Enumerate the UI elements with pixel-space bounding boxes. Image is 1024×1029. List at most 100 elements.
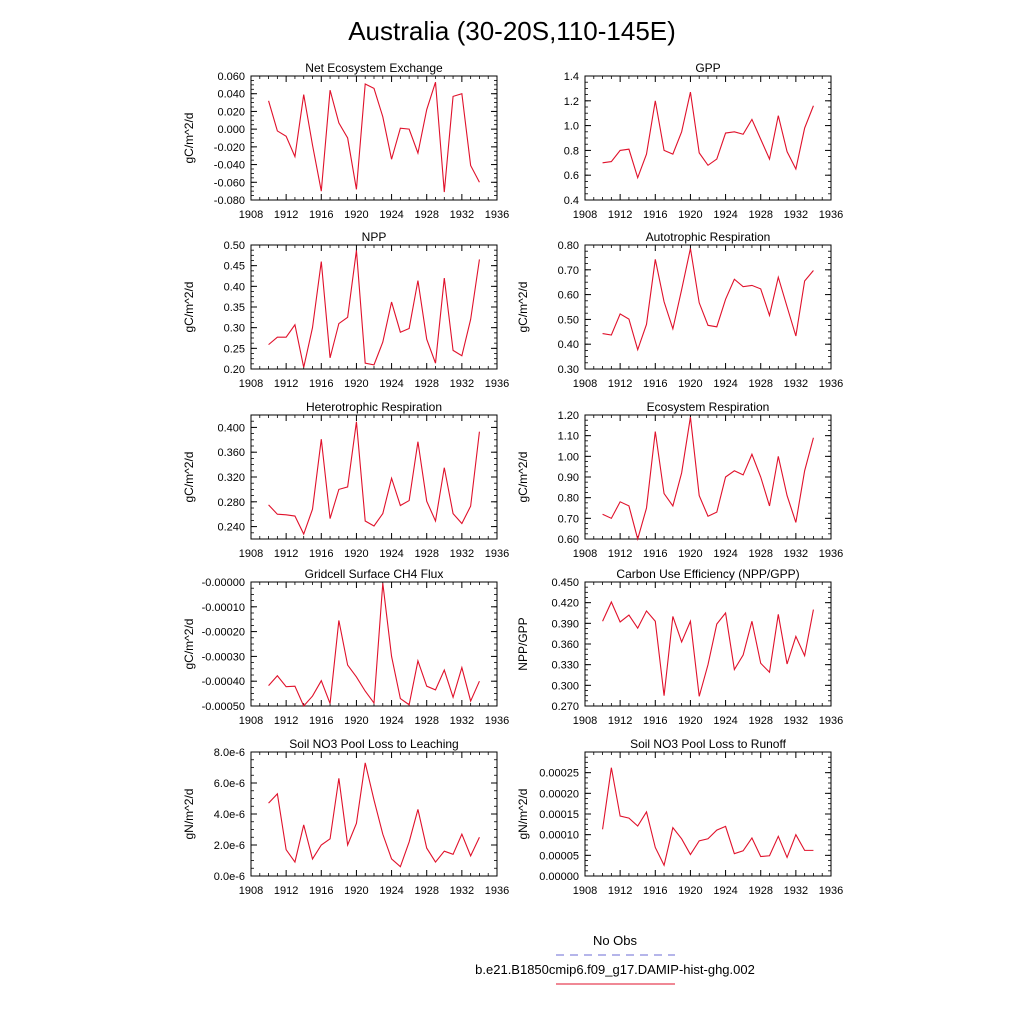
- panel-title: NPP: [362, 230, 387, 244]
- y-tick-label: 0.420: [551, 598, 579, 610]
- x-tick-label: 1912: [274, 548, 298, 560]
- x-tick-label: 1920: [344, 548, 368, 560]
- x-tick-label: 1908: [573, 885, 597, 897]
- y-axis-label: gC/m^2/d: [516, 282, 530, 333]
- y-tick-label: 0.450: [551, 577, 579, 589]
- x-tick-label: 1912: [608, 209, 632, 221]
- x-tick-label: 1916: [643, 378, 667, 390]
- x-tick-label: 1924: [713, 209, 737, 221]
- y-tick-label: 0.00025: [539, 768, 579, 780]
- series-line: [602, 416, 814, 542]
- x-tick-label: 1928: [748, 548, 772, 560]
- x-tick-label: 1936: [819, 548, 843, 560]
- series-line: [602, 92, 814, 180]
- y-tick-label: 0.00005: [539, 850, 579, 862]
- y-tick-label: 0.4: [564, 195, 579, 207]
- x-tick-label: 1908: [239, 548, 263, 560]
- x-tick-label: 1908: [573, 378, 597, 390]
- x-tick-label: 1908: [239, 715, 263, 727]
- y-axis-label: NPP/GPP: [516, 617, 530, 670]
- x-tick-label: 1928: [748, 885, 772, 897]
- y-axis-label: gC/m^2/d: [516, 452, 530, 503]
- panel-soil-no3-pool-loss-to-runoff: Soil NO3 Pool Loss to Runoff 1908 1912 1916…: [516, 737, 843, 897]
- y-tick-label: 0.270: [551, 701, 579, 713]
- plot-frame: [250, 414, 498, 540]
- x-tick-label: 1912: [274, 378, 298, 390]
- x-tick-label: 1936: [485, 548, 509, 560]
- x-tick-label: 1928: [414, 715, 438, 727]
- y-axis-label: gN/m^2/d: [516, 789, 530, 840]
- x-tick-label: 1912: [274, 715, 298, 727]
- x-tick-label: 1936: [485, 378, 509, 390]
- y-tick-label: -0.020: [214, 142, 245, 154]
- y-tick-label: 1.0: [564, 121, 579, 133]
- x-tick-label: 1908: [573, 209, 597, 221]
- y-tick-label: 1.4: [564, 71, 579, 83]
- panel-autotrophic-respiration: Autotrophic Respiration 1908 1912 1916 1920 1…: [516, 230, 843, 390]
- y-tick-label: 0.300: [551, 680, 579, 692]
- x-tick-label: 1924: [713, 378, 737, 390]
- panel-title: Soil NO3 Pool Loss to Leaching: [289, 737, 458, 751]
- y-tick-label: 0.360: [551, 639, 579, 651]
- y-axis-label: gC/m^2/d: [182, 452, 196, 503]
- x-tick-label: 1928: [414, 378, 438, 390]
- x-tick-label: 1908: [239, 885, 263, 897]
- y-tick-label: 0.00015: [539, 809, 579, 821]
- y-tick-label: 4.0e-6: [214, 809, 245, 821]
- x-tick-label: 1932: [784, 548, 808, 560]
- y-tick-label: 0.50: [224, 240, 245, 252]
- y-tick-label: 0.60: [558, 534, 579, 546]
- panel-grid: Net Ecosystem Exchange 1908 1912 1916 1920 19…: [182, 61, 843, 897]
- y-tick-label: -0.00020: [202, 627, 245, 639]
- x-tick-label: 1932: [450, 715, 474, 727]
- y-tick-label: 0.00010: [539, 830, 579, 842]
- y-tick-label: -0.060: [214, 177, 245, 189]
- figure-title: Australia (30-20S,110-145E): [348, 16, 676, 46]
- x-tick-label: 1924: [379, 209, 403, 221]
- y-tick-label: -0.040: [214, 160, 245, 172]
- y-axis-label: gC/m^2/d: [182, 113, 196, 164]
- y-tick-label: 0.320: [217, 472, 245, 484]
- panel-title: Gridcell Surface CH4 Flux: [305, 567, 444, 581]
- y-tick-label: 0.30: [224, 323, 245, 335]
- x-tick-label: 1936: [485, 209, 509, 221]
- plot-frame: [250, 751, 498, 877]
- x-tick-label: 1920: [344, 378, 368, 390]
- panel-npp: NPP 1908 1912 1916 1920 1924 1928 1932 1936 0.20 0…: [182, 230, 509, 390]
- y-tick-label: 1.20: [558, 410, 579, 422]
- series-line: [268, 762, 480, 868]
- panel-carbon-use-efficiency-npp-gpp: Carbon Use Efficiency (NPP/GPP) 1908 1912 1…: [516, 567, 843, 727]
- panel-title: Heterotrophic Respiration: [306, 400, 442, 414]
- y-tick-label: 0.90: [558, 472, 579, 484]
- y-tick-label: 0.0e-6: [214, 871, 245, 883]
- y-tick-label: 1.2: [564, 96, 579, 108]
- y-axis-label: gC/m^2/d: [182, 619, 196, 670]
- x-tick-label: 1920: [344, 885, 368, 897]
- series-line: [602, 767, 814, 867]
- y-tick-label: -0.00010: [202, 602, 245, 614]
- x-tick-label: 1932: [784, 209, 808, 221]
- panel-gridcell-surface-ch4-flux: Gridcell Surface CH4 Flux 1908 1912 1916 192…: [182, 567, 509, 727]
- x-tick-label: 1932: [450, 548, 474, 560]
- x-tick-label: 1916: [309, 715, 333, 727]
- x-tick-label: 1924: [379, 378, 403, 390]
- panel-title: Soil NO3 Pool Loss to Runoff: [630, 737, 787, 751]
- y-tick-label: 0.25: [224, 343, 245, 355]
- y-tick-label: 0.040: [217, 89, 245, 101]
- legend-label-no-obs: No Obs: [593, 933, 638, 948]
- panel-title: Ecosystem Respiration: [647, 400, 770, 414]
- y-tick-label: 0.280: [217, 497, 245, 509]
- series-line: [268, 421, 480, 536]
- y-tick-label: 0.8: [564, 145, 579, 157]
- y-tick-label: 2.0e-6: [214, 840, 245, 852]
- series-line: [602, 248, 814, 352]
- panel-ecosystem-respiration: Ecosystem Respiration 1908 1912 1916 1920 192…: [516, 400, 843, 560]
- x-tick-label: 1936: [485, 715, 509, 727]
- x-tick-label: 1928: [414, 209, 438, 221]
- x-tick-label: 1928: [748, 715, 772, 727]
- x-tick-label: 1932: [784, 885, 808, 897]
- x-tick-label: 1916: [643, 885, 667, 897]
- y-axis-label: gC/m^2/d: [182, 282, 196, 333]
- plot-frame: [584, 244, 832, 370]
- y-tick-label: 0.40: [224, 281, 245, 293]
